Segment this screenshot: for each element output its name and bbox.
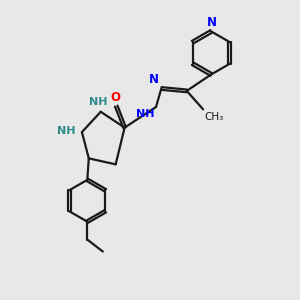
Text: NH: NH	[136, 109, 154, 119]
Text: CH₃: CH₃	[204, 112, 224, 122]
Text: N: N	[149, 73, 159, 86]
Text: NH: NH	[57, 126, 75, 136]
Text: NH: NH	[89, 97, 108, 107]
Text: O: O	[110, 91, 120, 104]
Text: N: N	[207, 16, 217, 29]
